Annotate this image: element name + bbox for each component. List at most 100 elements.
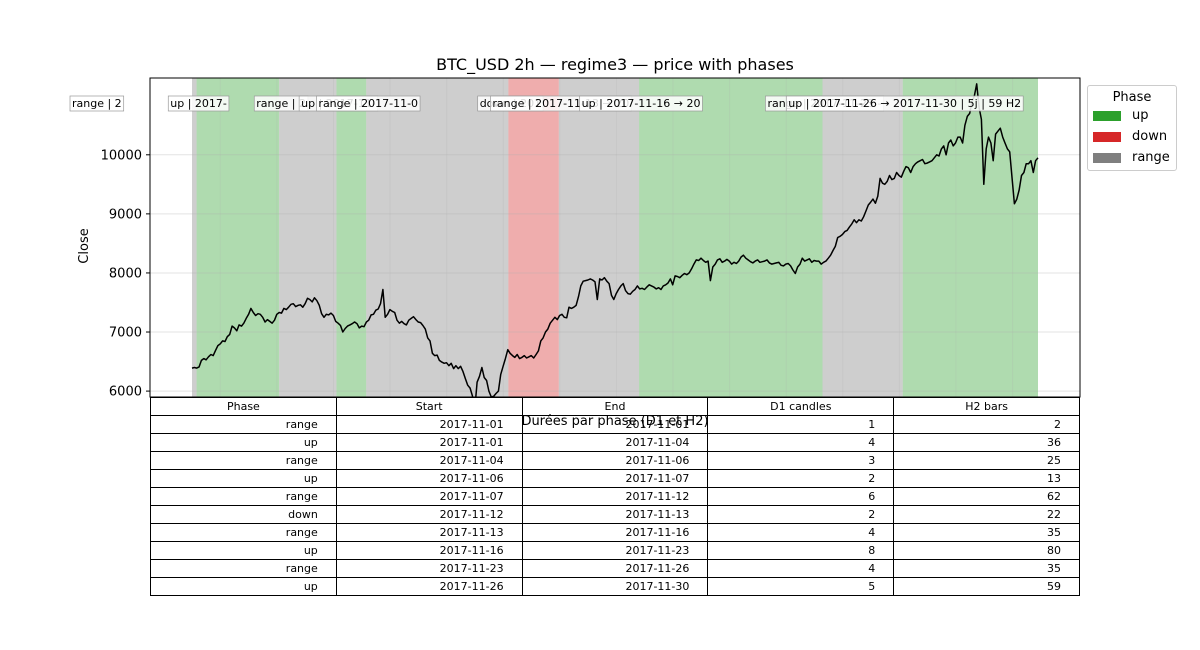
table-row: range 2017-11-13 2017-11-16 4 35: [150, 523, 1080, 542]
table-cell: 2017-11-23: [521, 541, 709, 560]
table-cell: down: [150, 505, 337, 524]
svg-text:range | 2017-11-0: range | 2017-11-0: [318, 97, 418, 110]
phase-duration-table: Phase Start End D1 candles H2 bars range 2017…: [150, 397, 1080, 596]
phase-span-down: [508, 78, 559, 397]
table-header-cell: Phase: [150, 397, 337, 416]
phase-span-range: [279, 78, 337, 397]
table-header-cell: H2 bars: [893, 397, 1080, 416]
legend-item-range: range: [1088, 147, 1176, 168]
table-header-cell: Start: [335, 397, 523, 416]
table-cell: 2017-11-06: [335, 469, 523, 488]
phase-span-range: [558, 78, 640, 397]
table-cell: 2017-11-07: [335, 487, 523, 506]
y-tick-label: 6000: [109, 385, 142, 400]
table-header-cell: D1 candles: [707, 397, 895, 416]
legend-label-down: down: [1132, 129, 1168, 144]
table-cell: range: [150, 415, 337, 434]
table-cell: 2017-11-06: [521, 451, 709, 470]
table-cell: up: [150, 433, 337, 452]
table-cell: 2017-11-13: [335, 523, 523, 542]
table-cell: 2017-11-12: [521, 487, 709, 506]
table-cell: range: [150, 523, 337, 542]
table-row: up 2017-11-01 2017-11-04 4 36: [150, 433, 1080, 452]
y-tick-label: 9000: [109, 207, 142, 222]
table-cell: 2: [893, 415, 1080, 434]
phase-span-range: [822, 78, 903, 397]
table-cell: 2017-11-26: [335, 577, 523, 596]
legend-item-up: up: [1088, 105, 1176, 126]
table-cell: 35: [893, 523, 1080, 542]
y-tick-label: 10000: [101, 148, 142, 163]
table-cell: 22: [893, 505, 1080, 524]
y-axis-label: Close: [77, 228, 92, 263]
table-cell: 2017-11-01: [335, 415, 523, 434]
table-cell: 35: [893, 559, 1080, 578]
svg-text:up | 2017-: up | 2017-: [170, 97, 227, 110]
table-cell: 1: [707, 415, 895, 434]
legend-label-up: up: [1132, 108, 1149, 123]
svg-text:up | 2017-11-16 → 20: up | 2017-11-16 → 20: [582, 97, 701, 110]
svg-text:range | 2: range | 2: [72, 97, 122, 110]
phase-label-range: range | 2017-11-0: [316, 95, 421, 112]
y-tick-label: 8000: [109, 266, 142, 281]
table-cell: 2017-11-16: [335, 541, 523, 560]
table-cell: 2017-11-23: [335, 559, 523, 578]
table-cell: 2017-11-04: [521, 433, 709, 452]
table-row: up 2017-11-06 2017-11-07 2 13: [150, 469, 1080, 488]
table-cell: 2017-11-12: [335, 505, 523, 524]
phase-label-up: up | 2017-: [167, 95, 230, 112]
chart-legend: Phase up down range: [1087, 85, 1177, 171]
table-cell: 4: [707, 559, 895, 578]
table-cell: 2017-11-04: [335, 451, 523, 470]
chart-title: BTC_USD 2h — regime3 — price with phases: [436, 55, 794, 75]
table-cell: 2017-11-26: [521, 559, 709, 578]
table-row: range 2017-11-23 2017-11-26 4 35: [150, 559, 1080, 578]
phase-span-range: [366, 78, 509, 397]
table-cell: 2: [707, 469, 895, 488]
table-cell: 2017-11-07: [521, 469, 709, 488]
legend-label-range: range: [1132, 150, 1170, 165]
legend-title: Phase: [1112, 90, 1152, 105]
phase-label-up: up | 2017-11-16 → 20: [579, 95, 703, 112]
phase-span-up: [196, 78, 280, 397]
legend-swatch-range: [1093, 152, 1121, 163]
table-cell: 6: [707, 487, 895, 506]
table-row: range 2017-11-07 2017-11-12 6 62: [150, 487, 1080, 506]
table-row: up 2017-11-16 2017-11-23 8 80: [150, 541, 1080, 560]
legend-item-down: down: [1088, 126, 1176, 147]
phase-label-range: range | 2: [69, 95, 125, 112]
y-tick-label: 7000: [109, 326, 142, 341]
table-cell: 2017-11-01: [521, 415, 709, 434]
table-cell: 2017-11-13: [521, 505, 709, 524]
svg-text:up | 2017-11-26 → 2017-11-30 |: up | 2017-11-26 → 2017-11-30 | 5j | 59 H…: [788, 97, 1021, 110]
table-header-row: Phase Start End D1 candles H2 bars: [150, 397, 1080, 416]
phase-span-up: [336, 78, 367, 397]
table-cell: range: [150, 559, 337, 578]
phase-span-up: [902, 78, 1038, 397]
table-cell: 8: [707, 541, 895, 560]
table-cell: 25: [893, 451, 1080, 470]
table-cell: 4: [707, 523, 895, 542]
table-row: range 2017-11-04 2017-11-06 3 25: [150, 451, 1080, 470]
table-cell: 13: [893, 469, 1080, 488]
table-row: down 2017-11-12 2017-11-13 2 22: [150, 505, 1080, 524]
table-cell: up: [150, 469, 337, 488]
table-cell: 2017-11-16: [521, 523, 709, 542]
legend-swatch-up: [1093, 110, 1121, 121]
table-cell: 2: [707, 505, 895, 524]
table-cell: 2017-11-01: [335, 433, 523, 452]
table-cell: 59: [893, 577, 1080, 596]
table-cell: 5: [707, 577, 895, 596]
phase-span-up: [639, 78, 823, 397]
phase-label-up: up | 2017-11-26 → 2017-11-30 | 5j | 59 H…: [785, 95, 1024, 112]
table-cell: 2017-11-30: [521, 577, 709, 596]
table-cell: 4: [707, 433, 895, 452]
close-price-line: [191, 83, 1039, 397]
table-cell: up: [150, 577, 337, 596]
table-cell: range: [150, 451, 337, 470]
table-row: range 2017-11-01 2017-11-01 1 2: [150, 415, 1080, 434]
table-cell: 62: [893, 487, 1080, 506]
table-header-cell: End: [521, 397, 709, 416]
table-cell: up: [150, 541, 337, 560]
